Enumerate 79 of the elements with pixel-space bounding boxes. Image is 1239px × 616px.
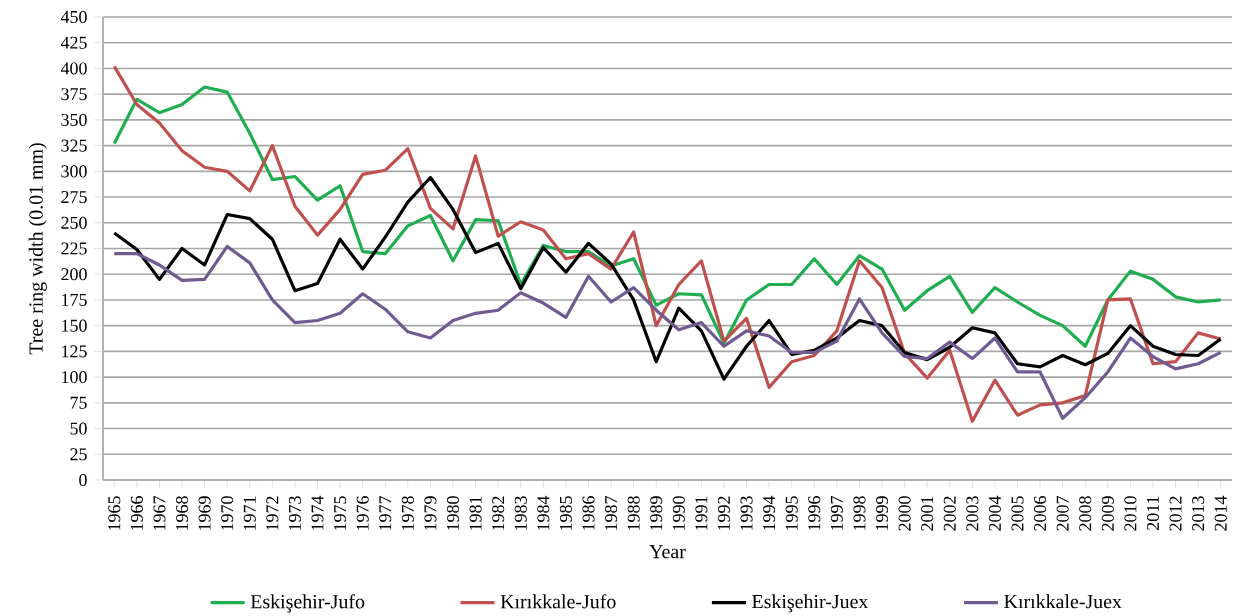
x-tick-label: 1965 xyxy=(108,496,121,530)
x-tick-label: 1972 xyxy=(266,496,279,530)
x-tick-label: 1984 xyxy=(537,495,550,530)
x-tick-label: 1974 xyxy=(311,495,324,530)
x-tick-label: 2012 xyxy=(1169,496,1182,531)
y-tick-label: 125 xyxy=(62,345,87,358)
x-tick-label: 2001 xyxy=(921,496,934,531)
line-series xyxy=(112,85,1223,348)
x-tick-label: 1980 xyxy=(446,496,460,530)
y-tick-label: 450 xyxy=(60,10,87,24)
x-tick-label: 1989 xyxy=(650,496,663,530)
x-tick-label: 2007 xyxy=(1056,496,1069,531)
x-tick-label: 1975 xyxy=(334,496,347,530)
legend-label: Kırıkkale-Jufo xyxy=(500,594,616,609)
x-tick-label: 1988 xyxy=(627,496,640,530)
y-tick-label: 175 xyxy=(62,293,87,306)
x-tick-label: 1969 xyxy=(198,496,211,530)
legend-label: Eskişehir-Jufo xyxy=(250,594,365,613)
y-axis-title: Tree ring width (0.01 mm) xyxy=(28,143,47,355)
x-tick-label: 2002 xyxy=(943,496,956,531)
x-tick-label: 2014 xyxy=(1214,495,1227,531)
x-tick-label: 1966 xyxy=(130,496,143,530)
x-tick-label: 1970 xyxy=(221,496,234,530)
y-tick-label: 375 xyxy=(61,88,87,101)
x-tick-label: 1976 xyxy=(356,496,369,530)
x-tick-label: 1967 xyxy=(153,496,166,530)
x-tick-label: 1985 xyxy=(559,496,572,530)
x-tick-label: 1996 xyxy=(808,496,821,530)
y-tick-label: 50 xyxy=(70,422,87,435)
y-tick-label: 25 xyxy=(70,448,87,461)
x-tick-label: 2008 xyxy=(1079,496,1092,531)
x-tick-label: 1982 xyxy=(492,496,505,530)
x-tick-label: 2013 xyxy=(1192,496,1205,531)
x-tick-label: 1981 xyxy=(469,496,482,530)
x-tick-label: 1987 xyxy=(604,496,618,530)
x-tick-label: 1986 xyxy=(582,496,595,530)
x-tick-label: 2004 xyxy=(988,495,1001,531)
x-tick-label: 1977 xyxy=(379,496,392,530)
x-tick-label: 2010 xyxy=(1124,496,1137,531)
y-tick-label: 350 xyxy=(61,113,87,126)
x-tick-label: 2006 xyxy=(1034,496,1047,531)
x-tick-label: 1973 xyxy=(288,496,301,530)
y-tick-label: 75 xyxy=(70,396,87,409)
legend-label: Kırıkkale-Juex xyxy=(1004,594,1122,609)
line-series xyxy=(112,175,1223,381)
x-tick-label: 1998 xyxy=(853,496,866,530)
x-tick-label: 2011 xyxy=(1146,496,1160,530)
x-tick-label: 1993 xyxy=(740,496,753,530)
x-tick-label: 1971 xyxy=(243,496,256,530)
x-tick-label: 2003 xyxy=(966,496,979,531)
x-axis-title: Year xyxy=(649,545,686,559)
y-tick-label: 100 xyxy=(62,371,87,384)
y-tick-label: 400 xyxy=(60,62,87,75)
x-tick-label: 1990 xyxy=(672,496,685,530)
x-tick-label: 1992 xyxy=(717,496,730,530)
y-tick-label: 325 xyxy=(61,139,87,152)
x-tick-label: 1979 xyxy=(424,496,437,530)
x-tick-label: 2005 xyxy=(1011,496,1024,531)
y-tick-label: 250 xyxy=(61,216,87,229)
line-series xyxy=(112,244,1223,420)
x-tick-label: 2009 xyxy=(1101,496,1114,531)
x-tick-label: 1991 xyxy=(695,496,708,530)
y-tick-label: 425 xyxy=(60,36,87,49)
x-tick-label: 1997 xyxy=(830,496,843,530)
y-tick-label: 300 xyxy=(61,165,87,178)
legend-label: Eskişehir-Juex xyxy=(752,594,869,613)
line-series xyxy=(112,64,1223,423)
y-tick-label: 150 xyxy=(62,319,87,332)
y-tick-label: 225 xyxy=(61,242,87,255)
x-tick-label: 1983 xyxy=(514,496,527,530)
y-tick-label: 275 xyxy=(61,191,87,204)
x-tick-label: 1995 xyxy=(785,496,798,530)
x-tick-label: 2000 xyxy=(898,496,911,531)
x-tick-label: 1999 xyxy=(875,496,889,530)
y-tick-label: 0 xyxy=(79,473,87,487)
y-tick-label: 200 xyxy=(61,268,87,281)
x-tick-label: 1978 xyxy=(401,496,414,530)
x-tick-label: 1994 xyxy=(763,495,776,530)
x-tick-label: 1968 xyxy=(175,496,189,530)
